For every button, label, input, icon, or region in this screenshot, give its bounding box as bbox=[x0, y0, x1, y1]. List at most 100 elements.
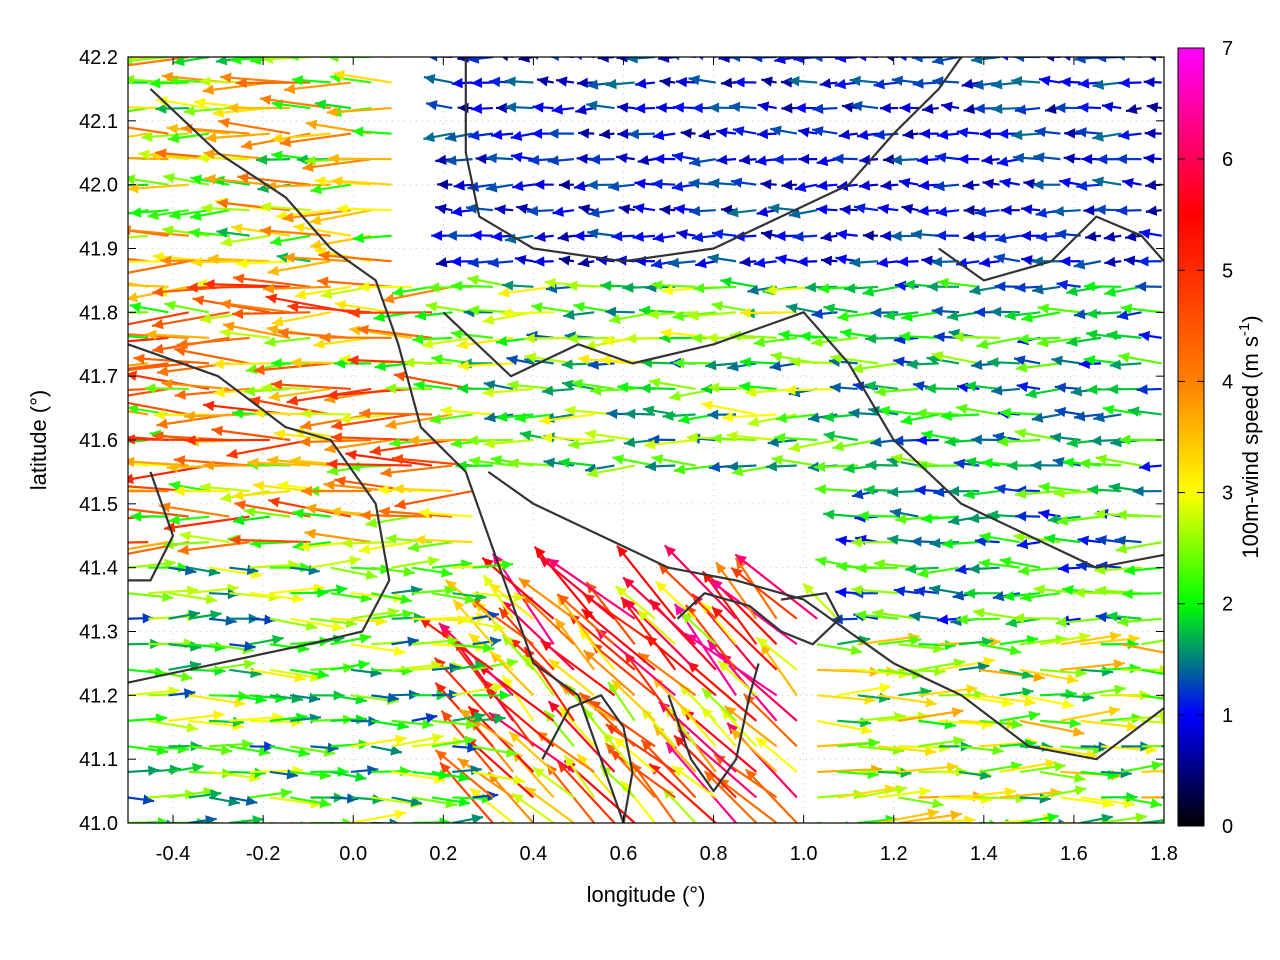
wind-vector bbox=[837, 738, 880, 749]
wind-vector-head bbox=[1013, 612, 1025, 624]
wind-vector-head bbox=[128, 329, 129, 337]
wind-vector-head bbox=[402, 609, 414, 620]
colorbar-label-exponent: -1 bbox=[1236, 323, 1253, 336]
wind-vector-head bbox=[735, 554, 748, 566]
wind-vector bbox=[128, 542, 129, 544]
wind-vector bbox=[831, 614, 858, 625]
wind-vector-head bbox=[621, 780, 632, 793]
wind-vector-shaft bbox=[222, 57, 230, 59]
wind-vector bbox=[928, 584, 960, 595]
wind-vector bbox=[208, 615, 237, 626]
wind-vector-head bbox=[435, 750, 448, 761]
wind-vector-head bbox=[142, 794, 155, 805]
wind-vector-head bbox=[913, 586, 926, 597]
y-tick-label: 41.8 bbox=[79, 302, 118, 324]
wind-vector-head bbox=[559, 706, 571, 718]
wind-vector-head bbox=[50, 355, 61, 365]
wind-vector-head bbox=[1011, 718, 1023, 730]
wind-vector bbox=[168, 688, 196, 699]
wind-vector-head bbox=[254, 767, 266, 778]
wind-vector bbox=[269, 769, 299, 780]
x-tick-label: -0.4 bbox=[156, 843, 190, 865]
wind-vector bbox=[857, 784, 908, 799]
wind-vector-head bbox=[92, 133, 103, 143]
wind-vector bbox=[350, 734, 407, 748]
wind-vector-head bbox=[463, 735, 476, 747]
wind-vector-head bbox=[1075, 667, 1087, 678]
wind-vector-shaft bbox=[657, 562, 717, 620]
wind-vector-head bbox=[1045, 758, 1057, 770]
wind-vector bbox=[128, 794, 155, 805]
wind-vector bbox=[918, 639, 956, 651]
wind-vector bbox=[458, 708, 514, 748]
wind-vector bbox=[546, 557, 636, 620]
wind-vector-shaft bbox=[128, 541, 149, 544]
wind-vector-head bbox=[579, 628, 591, 641]
wind-vector-head bbox=[66, 148, 77, 158]
wind-vector-head bbox=[509, 731, 521, 743]
wind-vector bbox=[128, 413, 129, 415]
wind-vector-head bbox=[1209, 665, 1220, 675]
wind-vector-shaft bbox=[616, 545, 677, 620]
wind-vector bbox=[673, 734, 737, 799]
wind-vector-head bbox=[564, 755, 576, 768]
wind-vector-shaft bbox=[686, 661, 758, 722]
wind-vector-head bbox=[293, 44, 305, 54]
wind-vector bbox=[249, 788, 293, 799]
wind-vector bbox=[1013, 612, 1061, 624]
wind-vector-head bbox=[284, 824, 296, 834]
wind-vector-head bbox=[547, 558, 560, 570]
colorbar-tick-label: 4 bbox=[1222, 371, 1233, 393]
wind-vector-shaft bbox=[703, 770, 758, 823]
x-tick-label: 1.4 bbox=[970, 843, 998, 865]
wind-vector-head bbox=[489, 583, 502, 595]
wind-vector-shaft bbox=[359, 412, 433, 416]
wind-vector bbox=[837, 821, 845, 823]
wind-vector-head bbox=[518, 578, 531, 589]
wind-vector-shaft bbox=[724, 705, 778, 748]
wind-vector bbox=[671, 765, 717, 799]
wind-vector bbox=[468, 632, 514, 671]
x-axis-label: longitude (°) bbox=[587, 882, 706, 907]
wind-vector bbox=[431, 662, 461, 674]
wind-vector-shaft bbox=[432, 821, 445, 823]
wind-vector-head bbox=[389, 818, 400, 823]
wind-vector-head bbox=[210, 609, 222, 621]
wind-vector-head bbox=[482, 557, 494, 569]
wind-vector-head bbox=[192, 762, 204, 774]
wind-vector bbox=[472, 713, 506, 725]
wind-vector-shaft bbox=[1141, 719, 1164, 724]
wind-vector-head bbox=[544, 710, 556, 723]
wind-vector-head bbox=[919, 786, 931, 798]
wind-vector bbox=[715, 561, 758, 620]
wind-vector bbox=[913, 586, 939, 597]
wind-vector-shaft bbox=[1141, 744, 1164, 748]
wind-vector-head bbox=[909, 635, 922, 646]
wind-vector bbox=[431, 592, 477, 605]
wind-vector-head bbox=[929, 584, 941, 595]
wind-vector bbox=[350, 765, 379, 776]
wind-vector-head bbox=[186, 722, 198, 733]
wind-vector-head bbox=[583, 650, 596, 662]
wind-vector bbox=[1060, 631, 1122, 646]
wind-vector-shaft bbox=[837, 821, 845, 823]
wind-vector-shaft bbox=[972, 57, 980, 59]
wind-vector-shaft bbox=[673, 734, 737, 799]
wind-vector-head bbox=[355, 714, 367, 725]
wind-vector bbox=[128, 464, 129, 466]
wind-vector-shaft bbox=[128, 542, 129, 544]
wind-vector-shaft bbox=[128, 362, 129, 364]
wind-vector-head bbox=[850, 645, 863, 656]
wind-vector-head bbox=[624, 599, 636, 611]
wind-vector-head bbox=[82, 339, 93, 349]
wind-vector-head bbox=[366, 765, 379, 776]
x-tick-label: 0.4 bbox=[519, 843, 547, 865]
wind-vector-head bbox=[1159, 710, 1164, 722]
wind-vector-head bbox=[831, 614, 843, 625]
wind-vector bbox=[523, 785, 575, 823]
wind-vector-head bbox=[180, 671, 193, 682]
y-tick-label: 41.9 bbox=[79, 239, 118, 261]
wind-vector-head bbox=[444, 585, 456, 596]
wind-vector-head bbox=[1033, 671, 1045, 683]
x-tick-label: 1.6 bbox=[1060, 843, 1088, 865]
